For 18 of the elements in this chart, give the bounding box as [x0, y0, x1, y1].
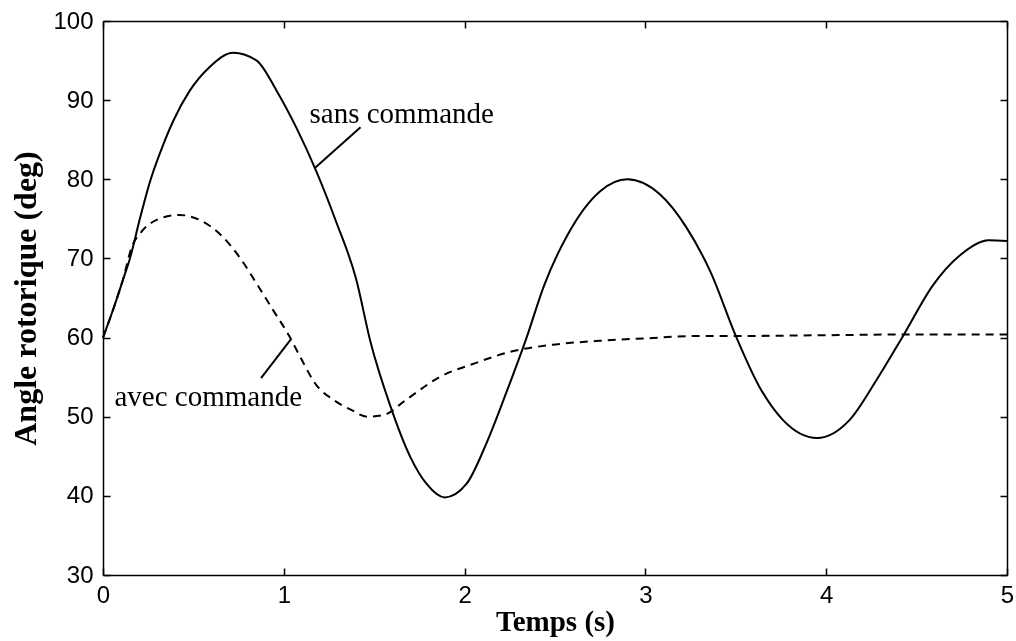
x-axis-title: Temps (s) [496, 604, 615, 638]
x-tick-label: 3 [639, 580, 653, 608]
y-tick-label: 90 [66, 85, 94, 113]
x-tick-label: 5 [1000, 580, 1015, 608]
x-tick-label: 4 [820, 580, 834, 608]
annotation: avec commande [114, 380, 303, 413]
y-tick-label: 70 [66, 243, 94, 271]
x-tick-label: 0 [96, 580, 111, 608]
x-tick-label: 2 [458, 580, 472, 608]
annotation: sans commande [309, 97, 494, 130]
x-tick-label: 1 [277, 580, 291, 608]
y-tick-label: 80 [66, 164, 94, 192]
y-tick-label: 100 [53, 6, 94, 34]
y-tick-label: 40 [66, 481, 94, 509]
y-tick-label: 50 [66, 402, 94, 430]
y-tick-label: 30 [66, 560, 94, 588]
y-tick-label: 60 [66, 323, 94, 351]
y-axis-title: Angle rotorique (deg) [7, 151, 44, 446]
